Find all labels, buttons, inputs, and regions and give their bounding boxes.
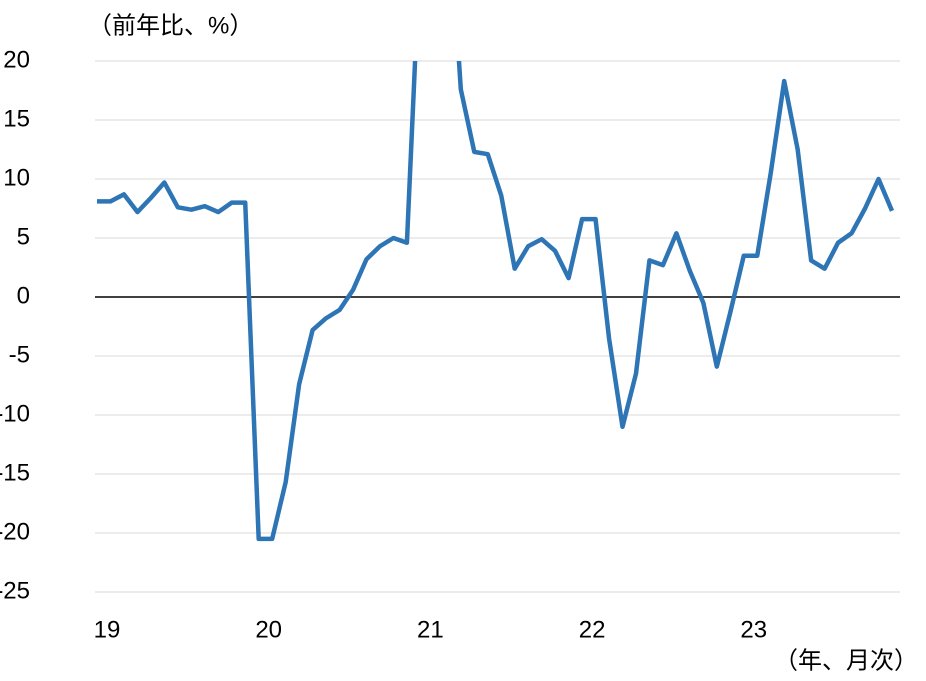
x-tick-label: 19 bbox=[94, 616, 121, 643]
y-tick-label: -20 bbox=[0, 518, 30, 545]
y-tick-label: 5 bbox=[17, 223, 30, 250]
x-tick-label: 23 bbox=[740, 616, 767, 643]
x-tick-label: 22 bbox=[579, 616, 606, 643]
x-tick-label: 21 bbox=[417, 616, 444, 643]
y-tick-label: 15 bbox=[3, 105, 30, 132]
y-tick-label: -10 bbox=[0, 400, 30, 427]
y-axis-label: （前年比、%） bbox=[88, 12, 253, 39]
y-tick-label: -15 bbox=[0, 459, 30, 486]
y-tick-label: -5 bbox=[9, 341, 30, 368]
y-tick-label: 0 bbox=[17, 282, 30, 309]
y-tick-label: -25 bbox=[0, 577, 30, 604]
x-axis-label: （年、月次） bbox=[774, 647, 918, 674]
x-tick-label: 20 bbox=[255, 616, 282, 643]
line-series bbox=[97, 61, 895, 542]
y-tick-label: 10 bbox=[3, 164, 30, 191]
y-tick-label: 20 bbox=[3, 46, 30, 73]
